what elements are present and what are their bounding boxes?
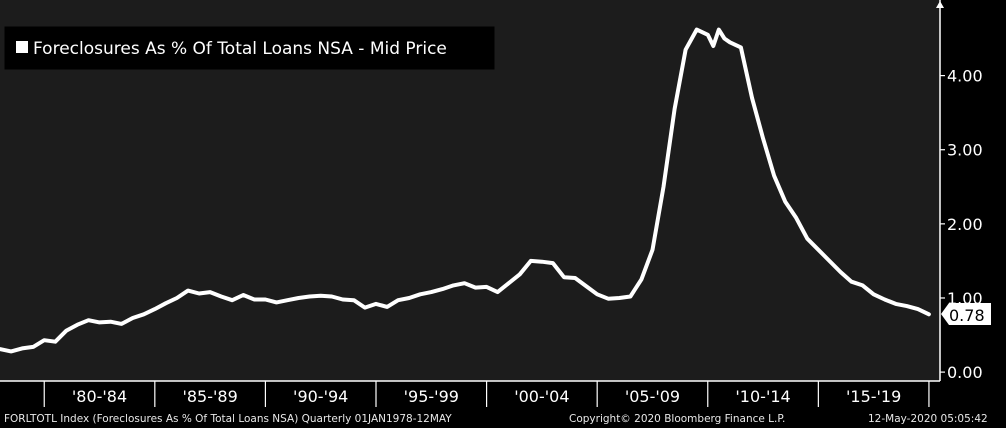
footer: FORLTOTL Index (Foreclosures As % Of Tot… bbox=[0, 410, 1006, 428]
y-axis-arrow bbox=[936, 1, 944, 8]
legend-label: Foreclosures As % Of Total Loans NSA - M… bbox=[33, 39, 447, 59]
y-tick-label: 3.00 bbox=[947, 141, 983, 160]
x-tick-label: '05-'09 bbox=[625, 387, 680, 406]
x-tick-label: '15-'19 bbox=[846, 387, 901, 406]
legend-box bbox=[4, 26, 495, 70]
x-tick-label: '95-'99 bbox=[404, 387, 459, 406]
footer-copyright: Copyright© 2020 Bloomberg Finance L.P. bbox=[569, 413, 786, 425]
last-value-marker: 0.78 bbox=[941, 303, 991, 325]
x-tick-label: '85-'89 bbox=[182, 387, 237, 406]
footer-source: FORLTOTL Index (Foreclosures As % Of Tot… bbox=[4, 413, 452, 425]
legend: Foreclosures As % Of Total Loans NSA - M… bbox=[4, 26, 495, 70]
x-tick-label: '90-'94 bbox=[293, 387, 348, 406]
y-tick-label: 4.00 bbox=[947, 67, 983, 86]
x-tick-label: '80-'84 bbox=[72, 387, 127, 406]
legend-swatch bbox=[16, 41, 28, 53]
series-line bbox=[0, 27, 931, 354]
last-value-box bbox=[941, 303, 991, 325]
last-value-label: 0.78 bbox=[949, 306, 985, 325]
x-tick-label: '00-'04 bbox=[514, 387, 569, 406]
y-tick-label: 2.00 bbox=[947, 215, 983, 234]
y-tick-label: 0.00 bbox=[947, 363, 983, 382]
x-tick-label: '10-'14 bbox=[735, 387, 790, 406]
footer-timestamp: 12-May-2020 05:05:42 bbox=[868, 413, 988, 425]
